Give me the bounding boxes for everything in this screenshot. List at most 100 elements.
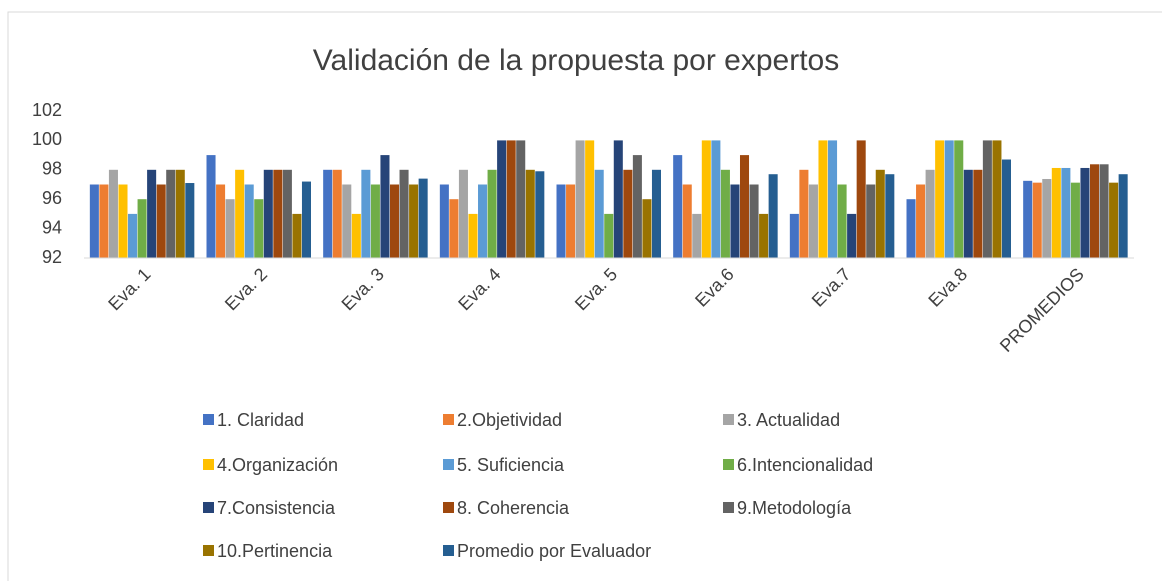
bar: [1118, 174, 1128, 258]
legend-label: 2.Objetividad: [457, 410, 562, 430]
bar: [875, 169, 885, 258]
bar: [925, 169, 935, 258]
bar: [673, 155, 683, 258]
bar: [506, 140, 516, 258]
bar: [301, 181, 311, 258]
y-tick-label: 94: [42, 217, 62, 237]
bar: [235, 169, 245, 258]
bar: [89, 184, 99, 258]
legend-swatch: [443, 545, 454, 556]
bar: [682, 184, 692, 258]
legend-label: 1. Claridad: [217, 410, 304, 430]
bar: [128, 213, 138, 258]
legend-swatch: [723, 502, 734, 513]
bar: [166, 169, 176, 258]
bar: [768, 174, 778, 258]
legend-label: 7.Consistencia: [217, 498, 336, 518]
bar: [604, 213, 614, 258]
chart-frame: [7, 11, 1162, 586]
bar: [1023, 180, 1033, 258]
bar: [370, 184, 380, 258]
bar: [206, 155, 216, 258]
legend-label: 6.Intencionalidad: [737, 455, 873, 475]
bar: [720, 169, 730, 258]
bar: [944, 140, 954, 258]
bar: [866, 184, 876, 258]
bar: [1080, 167, 1090, 258]
bar: [818, 140, 828, 258]
bar: [632, 155, 642, 258]
legend-swatch: [443, 414, 454, 425]
bar: [147, 169, 157, 258]
y-tick-label: 98: [42, 159, 62, 179]
legend-swatch: [443, 459, 454, 470]
bar: [1089, 164, 1100, 258]
bar: [399, 169, 409, 258]
bar: [575, 140, 585, 258]
bar: [292, 213, 302, 258]
bar: [651, 169, 661, 258]
bar: [701, 140, 711, 258]
bar: [808, 184, 818, 258]
bar: [963, 169, 973, 258]
bar: [118, 184, 128, 258]
bar: [458, 169, 468, 258]
legend-swatch: [203, 545, 214, 556]
bar: [566, 184, 576, 258]
legend-label: 5. Suficiencia: [457, 455, 565, 475]
bar: [556, 184, 566, 258]
bar: [1109, 182, 1119, 258]
y-tick-label: 96: [42, 188, 62, 208]
bar: [594, 169, 604, 258]
bar: [263, 169, 273, 258]
bar: [1001, 159, 1011, 258]
legend-label: 10.Pertinencia: [217, 541, 333, 561]
y-tick-label: 102: [32, 100, 62, 120]
bar: [847, 213, 857, 258]
bar: [185, 183, 195, 258]
bar: [137, 199, 147, 258]
bar: [1099, 164, 1109, 258]
bar: [525, 169, 535, 258]
legend-swatch: [203, 459, 214, 470]
bar: [273, 169, 283, 258]
bar: [739, 155, 750, 258]
bar: [516, 140, 526, 258]
bar: [935, 140, 945, 258]
legend-swatch: [723, 459, 734, 470]
bar: [642, 199, 652, 258]
bar: [1051, 167, 1061, 258]
bar: [418, 178, 428, 258]
legend-label: Promedio por Evaluador: [457, 541, 651, 561]
legend-label: 3. Actualidad: [737, 410, 840, 430]
bar: [361, 169, 371, 258]
bar: [108, 169, 118, 258]
bar: [692, 213, 702, 258]
legend-label: 9.Metodología: [737, 498, 852, 518]
bar: [156, 184, 166, 258]
bar: [1070, 182, 1080, 258]
bar: [535, 171, 545, 258]
bar: [613, 140, 623, 258]
bar: [332, 169, 342, 258]
bar: [789, 213, 799, 258]
legend-label: 4.Organización: [217, 455, 338, 475]
bar: [837, 184, 847, 258]
legend-label: 8. Coherencia: [457, 498, 570, 518]
bar: [711, 140, 721, 258]
bar: [216, 184, 226, 258]
bar: [478, 184, 488, 258]
bar: [982, 140, 992, 258]
bar: [973, 169, 983, 258]
bar: [225, 199, 235, 258]
bar: [342, 184, 352, 258]
bar: [99, 184, 109, 258]
bar: [439, 184, 449, 258]
bar: [799, 169, 809, 258]
bar: [244, 184, 254, 258]
bar: [759, 213, 769, 258]
bar: [449, 199, 459, 258]
bar: [585, 140, 595, 258]
bar: [323, 169, 333, 258]
bar: [856, 140, 866, 258]
